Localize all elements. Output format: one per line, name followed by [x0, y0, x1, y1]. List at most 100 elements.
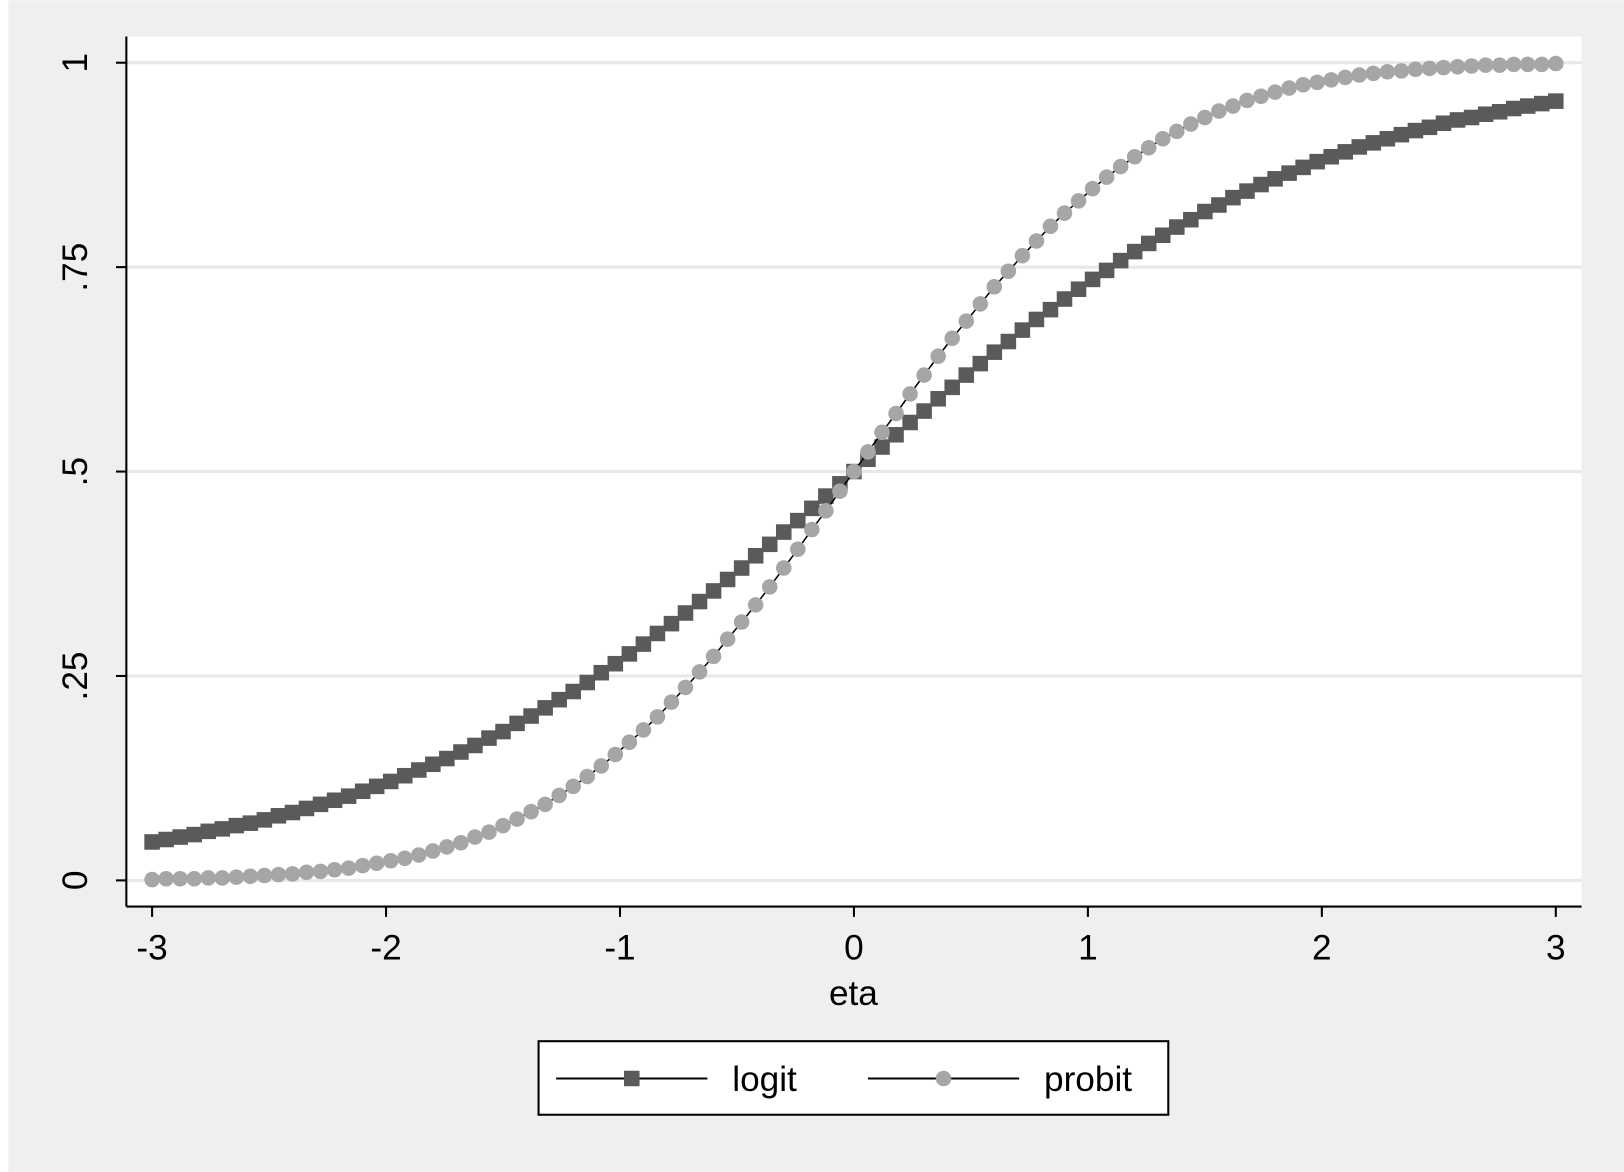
marker [579, 674, 596, 691]
marker [1477, 106, 1494, 122]
marker [593, 758, 610, 774]
marker [425, 843, 441, 859]
marker [1295, 77, 1311, 93]
marker [691, 664, 708, 680]
marker [354, 783, 371, 800]
marker [453, 744, 469, 760]
marker [804, 500, 820, 517]
marker [593, 664, 610, 681]
marker [1197, 109, 1213, 126]
marker [930, 391, 946, 407]
marker [467, 829, 483, 845]
legend-label: probit [1044, 1060, 1132, 1099]
marker [270, 808, 287, 824]
y-tick-label: .75 [56, 243, 95, 292]
marker [874, 424, 890, 441]
marker [761, 536, 778, 553]
marker [1225, 189, 1241, 206]
marker [200, 823, 217, 840]
marker [1407, 61, 1424, 78]
x-tick-label: 3 [1546, 928, 1566, 967]
y-tick-label: 1 [56, 53, 95, 73]
marker [1239, 92, 1255, 109]
marker [1323, 148, 1339, 165]
marker [1084, 271, 1101, 288]
marker [1421, 119, 1438, 136]
marker [214, 870, 231, 886]
marker [523, 803, 539, 820]
marker [537, 700, 553, 716]
marker [719, 631, 736, 647]
marker [860, 444, 876, 460]
marker [1365, 65, 1382, 82]
marker [340, 788, 357, 804]
marker [677, 679, 694, 696]
marker [382, 773, 399, 790]
marker [1337, 144, 1354, 160]
marker [256, 812, 273, 828]
marker [551, 691, 567, 708]
marker [635, 636, 652, 652]
marker [986, 278, 1003, 295]
marker [1393, 63, 1410, 79]
marker [509, 715, 525, 732]
marker [958, 313, 975, 329]
marker [1169, 219, 1185, 235]
marker [256, 867, 273, 884]
marker [902, 386, 918, 402]
marker [663, 615, 680, 632]
legend-marker [624, 1070, 640, 1087]
marker [1435, 59, 1452, 76]
marker [565, 683, 581, 700]
marker [818, 488, 834, 504]
marker [958, 367, 975, 383]
marker [396, 767, 413, 784]
marker [411, 762, 427, 778]
marker [607, 746, 624, 763]
marker [186, 870, 202, 887]
marker [888, 405, 904, 422]
marker [930, 348, 946, 365]
marker [172, 829, 188, 845]
marker [1337, 69, 1354, 86]
marker [1000, 263, 1017, 279]
marker [649, 625, 666, 642]
marker [411, 847, 427, 863]
marker [1505, 56, 1522, 73]
marker [1449, 112, 1466, 128]
marker [144, 834, 160, 850]
marker [1126, 243, 1143, 260]
marker [1407, 122, 1424, 139]
marker [1351, 139, 1368, 155]
marker [1449, 59, 1466, 75]
marker [1154, 227, 1171, 244]
x-tick-label: -3 [136, 928, 167, 967]
marker [1421, 60, 1438, 77]
marker [1042, 301, 1059, 318]
marker [1323, 72, 1339, 88]
marker [242, 868, 259, 885]
marker [804, 521, 820, 538]
marker [1533, 95, 1550, 112]
x-tick-label: 2 [1312, 928, 1332, 967]
marker [846, 463, 862, 480]
marker [649, 709, 666, 725]
marker [874, 439, 890, 455]
marker [790, 512, 806, 529]
marker [1225, 98, 1241, 114]
marker [481, 730, 497, 746]
marker [551, 787, 567, 804]
marker [1253, 88, 1269, 105]
marker [1281, 165, 1297, 181]
marker [1197, 203, 1213, 220]
y-tick-label: .25 [56, 652, 95, 701]
marker [1183, 116, 1199, 132]
marker [312, 863, 329, 880]
marker [761, 579, 778, 595]
marker [214, 821, 231, 837]
marker [705, 583, 722, 599]
marker [1435, 115, 1452, 131]
marker [1211, 103, 1227, 119]
